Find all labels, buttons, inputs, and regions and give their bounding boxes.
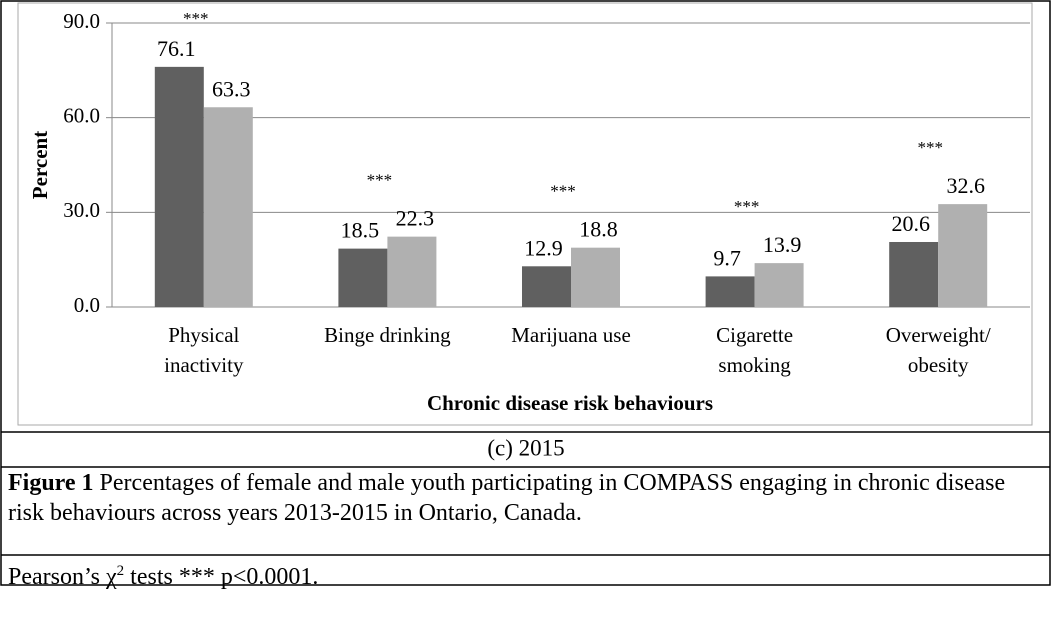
x-axis-label: Chronic disease risk behaviours <box>427 391 713 415</box>
x-tick-label: Marijuana use <box>511 323 631 347</box>
bar <box>154 66 204 308</box>
value-label: 32.6 <box>946 173 985 198</box>
bar <box>338 248 388 307</box>
note-post: tests *** p<0.0001. <box>124 564 319 590</box>
bar <box>889 241 939 307</box>
value-label: 9.7 <box>713 245 741 270</box>
y-tick-label: 30.0 <box>63 198 100 222</box>
bar <box>705 276 755 307</box>
note-sup: 2 <box>116 563 125 579</box>
chart-frame <box>17 2 1033 426</box>
value-label: 12.9 <box>524 235 563 260</box>
panel-label: (c) 2015 <box>487 435 564 460</box>
value-label: 63.3 <box>212 76 251 101</box>
caption: Figure 1 Percentages of female and male … <box>8 468 1044 528</box>
y-tick-label: 0.0 <box>74 293 100 317</box>
y-axis-label: Percent <box>28 131 52 199</box>
bar <box>754 263 804 307</box>
table-frame <box>0 0 1051 586</box>
value-label: 18.8 <box>579 217 618 242</box>
value-label: 22.3 <box>396 206 435 231</box>
value-label: 13.9 <box>763 232 802 257</box>
bar <box>203 107 253 308</box>
bar <box>387 236 437 307</box>
x-tick-label: Cigarette <box>716 323 793 347</box>
caption-lead: Figure 1 <box>8 470 94 496</box>
bar <box>938 204 988 307</box>
x-tick-label: obesity <box>908 353 969 377</box>
x-tick-label: smoking <box>718 353 791 377</box>
value-label: 76.1 <box>157 36 196 61</box>
x-tick-label: Physical <box>168 323 239 347</box>
significance-label: *** <box>734 197 760 216</box>
significance-label: *** <box>550 182 576 201</box>
bar <box>522 266 571 307</box>
x-tick-label: Binge drinking <box>324 323 451 347</box>
value-label: 20.6 <box>891 211 930 236</box>
x-tick-label: Overweight/ <box>886 323 991 347</box>
y-tick-label: 60.0 <box>63 103 100 127</box>
y-tick-label: 90.0 <box>63 9 100 33</box>
note: Pearson’s χ2 tests *** p<0.0001. <box>8 556 1044 592</box>
value-label: 18.5 <box>341 218 380 243</box>
significance-label: *** <box>917 138 943 157</box>
note-pre: Pearson’s χ <box>8 564 117 590</box>
significance-label: *** <box>183 9 209 28</box>
bar <box>571 247 620 307</box>
caption-text: Percentages of female and male youth par… <box>8 470 1006 526</box>
x-tick-label: inactivity <box>164 353 244 377</box>
significance-label: *** <box>367 171 393 190</box>
